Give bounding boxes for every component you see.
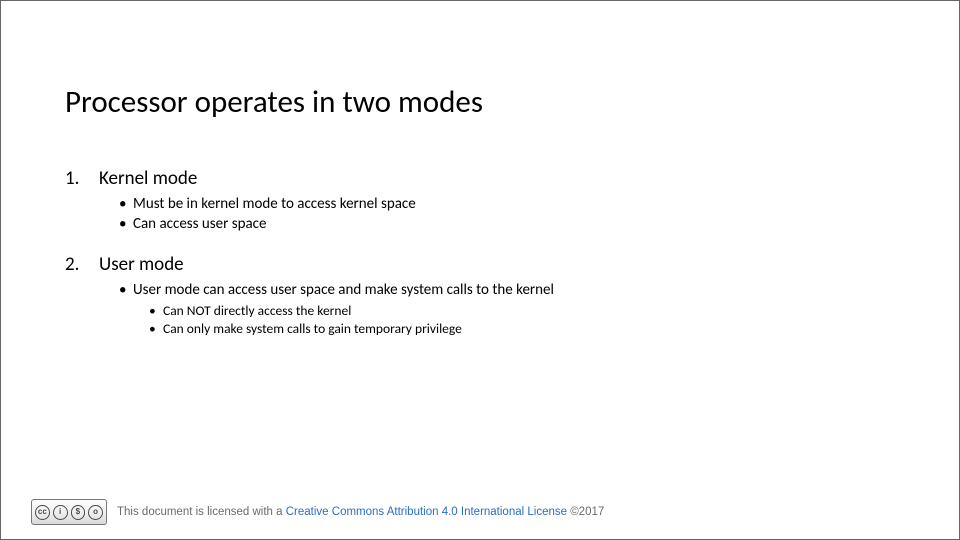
list-number: 1.: [65, 167, 99, 190]
by-icon: i: [53, 505, 68, 520]
list-number: 2.: [65, 253, 99, 276]
list-label: User mode: [99, 253, 184, 276]
slide: Processor operates in two modes 1. Kerne…: [0, 0, 960, 540]
bullets-level1: Must be in kernel mode to access kernel …: [119, 194, 899, 235]
bullets-level2: Can NOT directly access the kernel Can o…: [149, 302, 899, 338]
footer-suffix: ©2017: [567, 506, 604, 518]
license-link[interactable]: Creative Commons Attribution 4.0 Interna…: [286, 506, 567, 518]
bullet: User mode can access user space and make…: [119, 280, 899, 300]
sa-icon: o: [88, 505, 103, 520]
list-label: Kernel mode: [99, 167, 197, 190]
list-item-2: 2. User mode: [65, 253, 899, 276]
slide-title: Processor operates in two modes: [65, 83, 483, 121]
sub-bullet: Can NOT directly access the kernel: [149, 302, 899, 320]
footer-text: This document is licensed with a Creativ…: [117, 506, 604, 518]
cc-icon: cc: [35, 505, 50, 520]
list-item-1: 1. Kernel mode: [65, 167, 899, 190]
bullet: Can access user space: [119, 214, 899, 234]
slide-content: 1. Kernel mode Must be in kernel mode to…: [65, 161, 899, 338]
bullets-level1: User mode can access user space and make…: [119, 280, 899, 339]
footer-prefix: This document is licensed with a: [117, 506, 286, 518]
cc-license-badge: cc i $ o: [31, 499, 107, 525]
sub-bullet: Can only make system calls to gain tempo…: [149, 320, 899, 338]
bullet: Must be in kernel mode to access kernel …: [119, 194, 899, 214]
nc-icon: $: [71, 505, 86, 520]
footer: cc i $ o This document is licensed with …: [31, 499, 604, 525]
